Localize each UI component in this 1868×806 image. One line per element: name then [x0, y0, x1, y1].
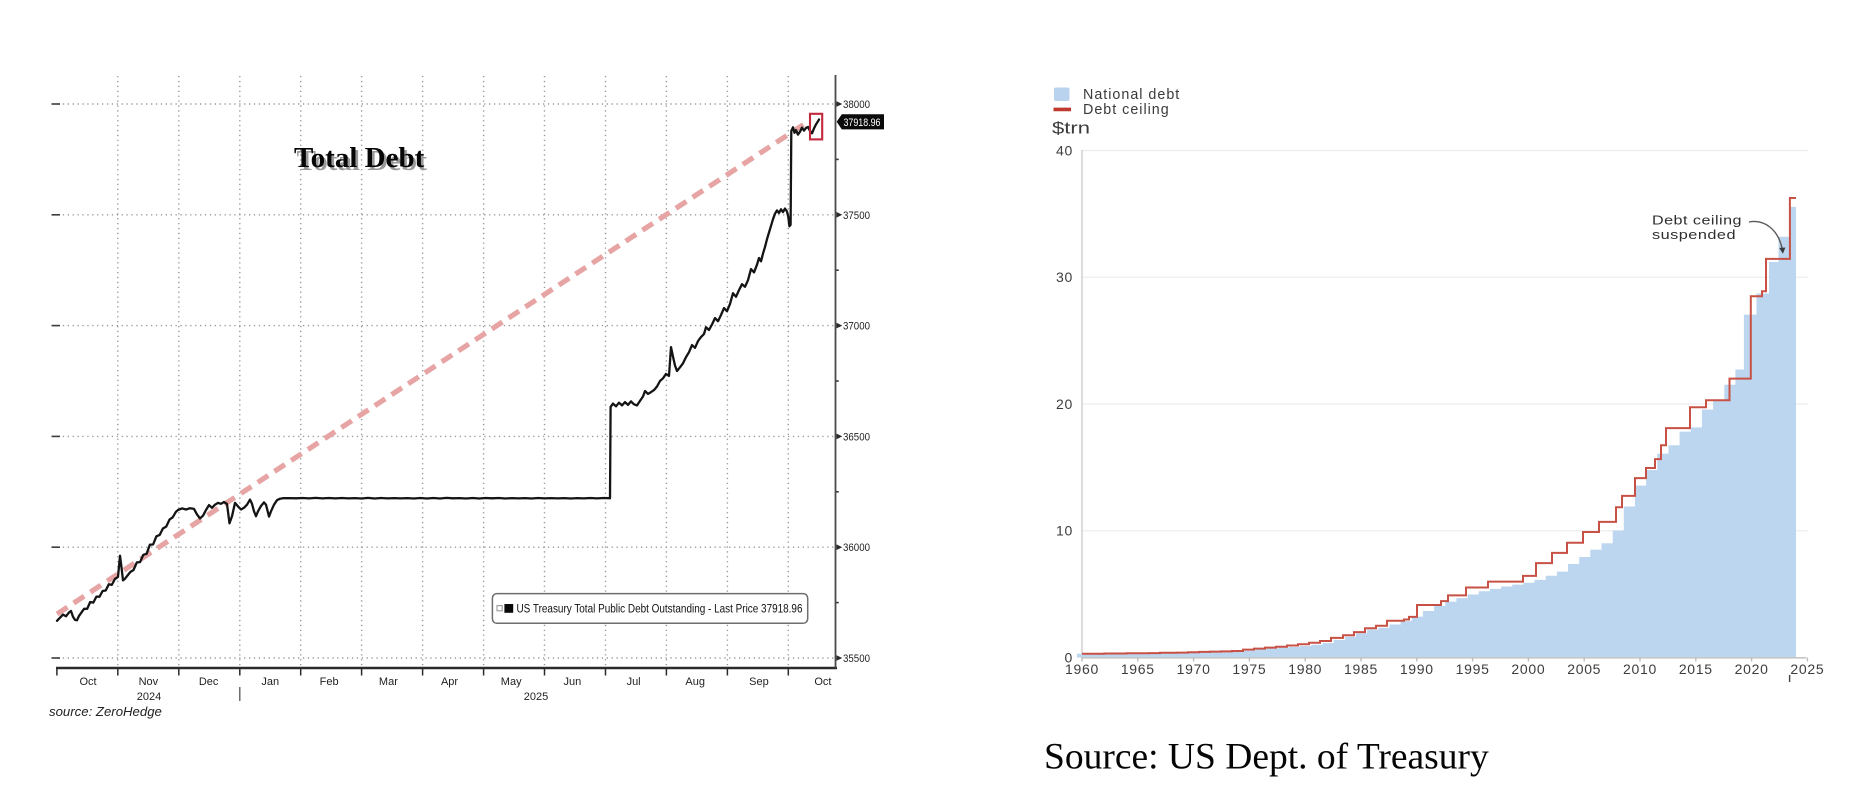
- svg-text:May: May: [501, 676, 522, 688]
- svg-text:Source: US Dept. of Treasury: Source: US Dept. of Treasury: [1044, 737, 1489, 778]
- svg-text:Debt ceiling: Debt ceiling: [1083, 102, 1170, 118]
- svg-text:Total Debt: Total Debt: [294, 142, 425, 174]
- svg-text:38000: 38000: [843, 99, 870, 111]
- svg-text:1970: 1970: [1177, 661, 1211, 677]
- svg-text:37000: 37000: [843, 321, 870, 333]
- svg-text:1960: 1960: [1065, 661, 1099, 677]
- svg-text:Mar: Mar: [379, 676, 398, 688]
- svg-text:Aug: Aug: [685, 676, 705, 688]
- svg-text:0: 0: [1065, 649, 1074, 665]
- svg-text:US Treasury Total Public Debt: US Treasury Total Public Debt Outstandin…: [517, 602, 803, 616]
- svg-text:20: 20: [1056, 396, 1073, 412]
- svg-text:1975: 1975: [1232, 661, 1266, 677]
- svg-text:1965: 1965: [1121, 661, 1155, 677]
- svg-text:Nov: Nov: [139, 676, 159, 688]
- svg-text:$trn: $trn: [1052, 120, 1090, 138]
- svg-text:Apr: Apr: [441, 676, 458, 688]
- svg-text:10: 10: [1056, 523, 1073, 539]
- svg-text:suspended: suspended: [1652, 227, 1736, 242]
- svg-text:1985: 1985: [1344, 661, 1378, 677]
- svg-text:National debt: National debt: [1083, 87, 1180, 103]
- svg-text:37918.96: 37918.96: [844, 117, 881, 129]
- svg-text:2025: 2025: [524, 691, 548, 703]
- svg-text:2020: 2020: [1735, 661, 1769, 677]
- svg-text:source: ZeroHedge: source: ZeroHedge: [49, 704, 162, 719]
- svg-text:2025: 2025: [1790, 661, 1824, 677]
- svg-text:40: 40: [1056, 142, 1073, 158]
- svg-text:36000: 36000: [843, 542, 870, 554]
- svg-text:37500: 37500: [843, 210, 870, 222]
- svg-text:36500: 36500: [843, 431, 870, 443]
- svg-text:Oct: Oct: [79, 676, 96, 688]
- svg-text:1980: 1980: [1288, 661, 1322, 677]
- svg-text:2024: 2024: [137, 691, 161, 703]
- svg-text:1995: 1995: [1456, 661, 1490, 677]
- svg-text:30: 30: [1056, 269, 1073, 285]
- svg-text:Oct: Oct: [814, 676, 831, 688]
- svg-text:Sep: Sep: [749, 676, 769, 688]
- svg-text:Jan: Jan: [261, 676, 279, 688]
- svg-text:Total Debt: Total Debt: [297, 145, 428, 177]
- svg-text:Dec: Dec: [199, 676, 219, 688]
- svg-text:Jun: Jun: [564, 676, 582, 688]
- svg-text:Feb: Feb: [320, 676, 339, 688]
- svg-text:35500: 35500: [843, 653, 870, 665]
- svg-text:2000: 2000: [1511, 661, 1545, 677]
- svg-text:2015: 2015: [1679, 661, 1713, 677]
- svg-text:2005: 2005: [1567, 661, 1601, 677]
- svg-text:Jul: Jul: [627, 676, 641, 688]
- svg-text:1990: 1990: [1400, 661, 1434, 677]
- svg-text:Debt ceiling: Debt ceiling: [1652, 213, 1742, 228]
- svg-text:2010: 2010: [1623, 661, 1657, 677]
